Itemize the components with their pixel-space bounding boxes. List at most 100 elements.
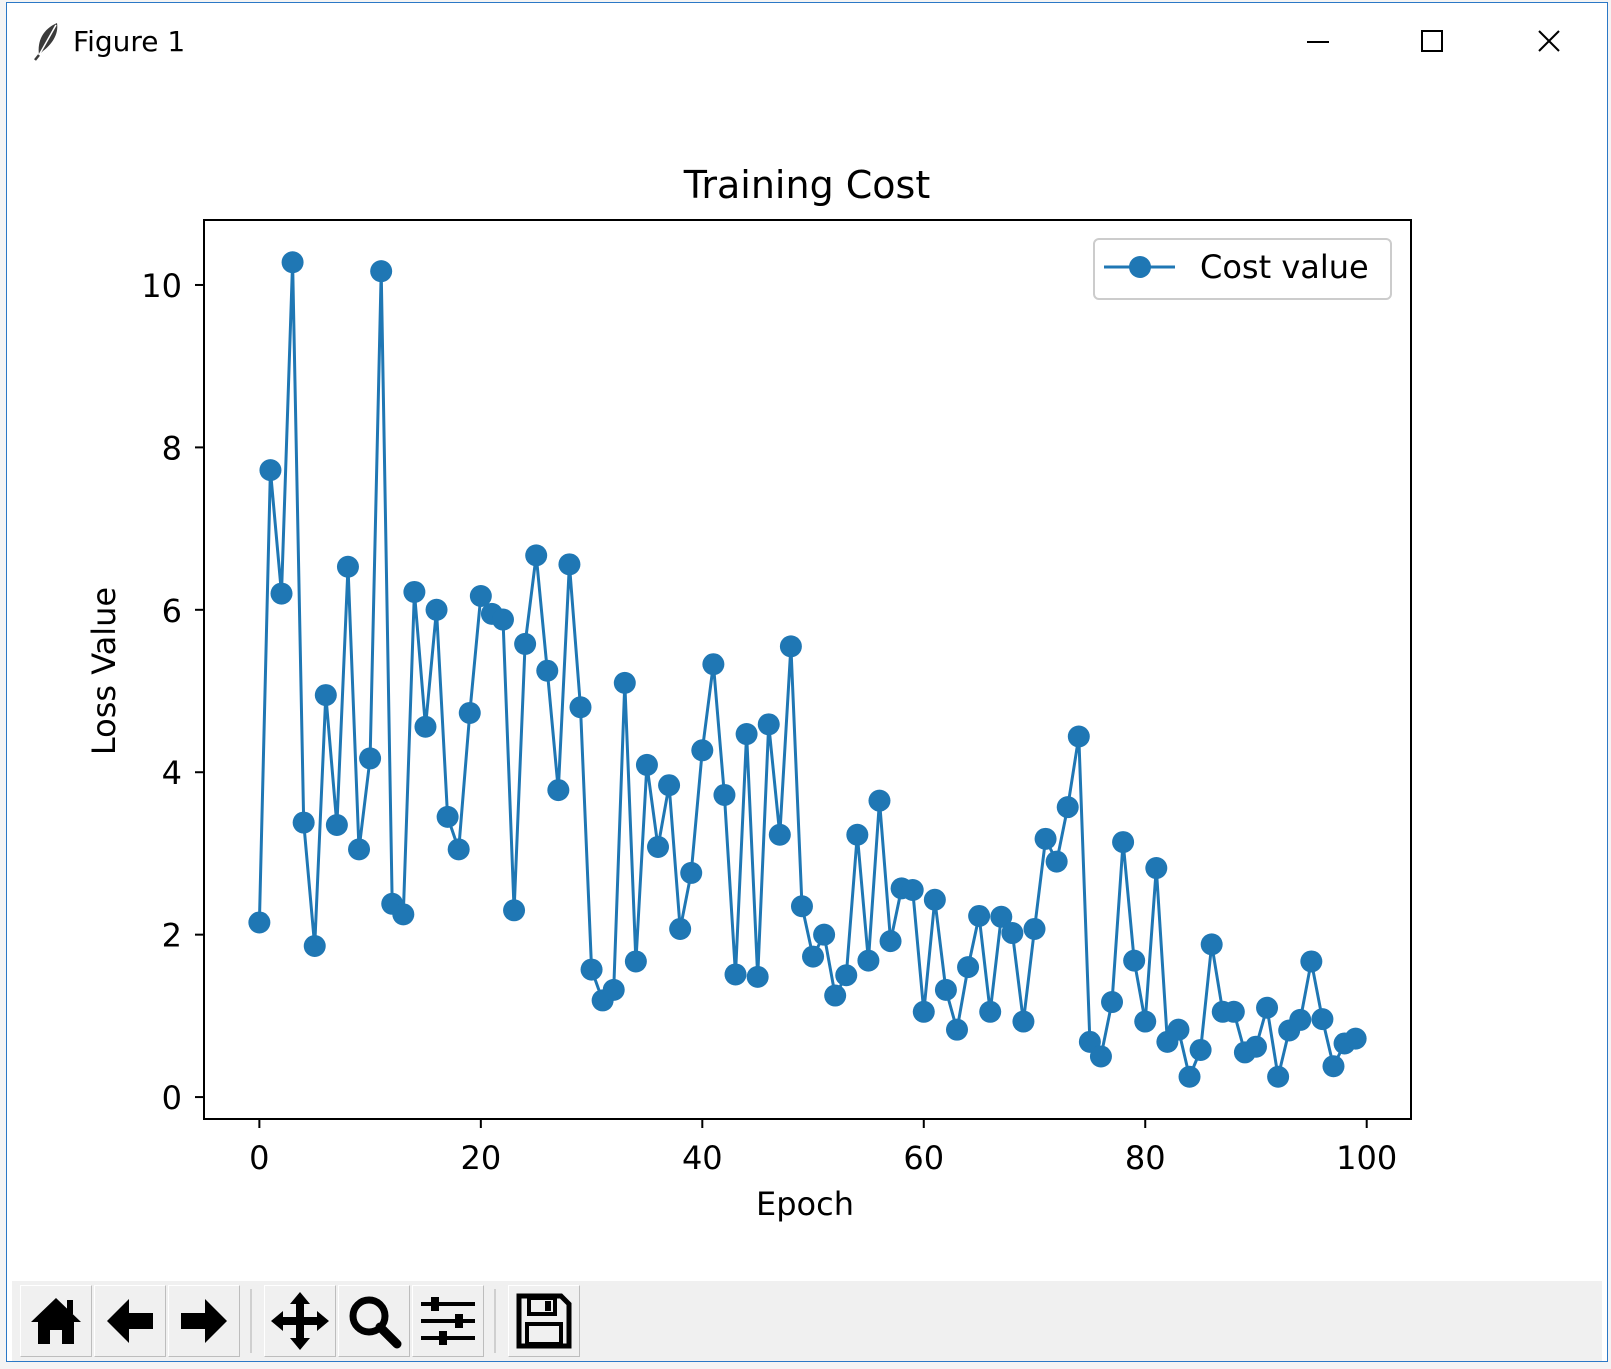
data-point [912, 1000, 935, 1023]
x-tick-label: 20 [460, 1139, 501, 1177]
y-tick-label: 4 [162, 754, 182, 792]
maximize-button[interactable] [1402, 17, 1462, 67]
data-point [414, 715, 437, 738]
data-point [757, 713, 780, 736]
data-point [901, 878, 924, 901]
configure-subplots-button[interactable] [412, 1285, 484, 1357]
zoom-button[interactable] [338, 1285, 410, 1357]
data-point [403, 580, 426, 603]
save-button[interactable] [508, 1285, 580, 1357]
data-point [702, 653, 725, 676]
save-icon [516, 1293, 572, 1349]
data-point [868, 789, 891, 812]
data-point [635, 753, 658, 776]
data-point [746, 965, 769, 988]
data-point [436, 805, 459, 828]
data-point [1322, 1055, 1345, 1078]
data-point [923, 888, 946, 911]
data-point [1300, 950, 1323, 973]
home-icon [31, 1298, 81, 1344]
data-point [957, 956, 980, 979]
data-point [447, 838, 470, 861]
y-tick-label: 2 [162, 917, 182, 955]
configure-subplots-icon [421, 1297, 475, 1345]
data-point [1034, 827, 1057, 850]
line-chart[interactable]: Training Cost Epoch Loss Value 0 20 40 60 80… [7, 83, 1607, 1283]
data-point [835, 964, 858, 987]
data-point [879, 930, 902, 953]
close-button[interactable] [1519, 17, 1579, 67]
data-point [934, 978, 957, 1001]
navigation-toolbar [12, 1281, 1602, 1361]
data-point [790, 895, 813, 918]
data-point [768, 823, 791, 846]
pan-icon [271, 1292, 329, 1350]
chart-title: Training Cost [683, 163, 931, 207]
data-point [536, 659, 559, 682]
data-point [691, 739, 714, 762]
data-point [602, 978, 625, 1001]
data-point [425, 598, 448, 621]
minimize-button[interactable] [1287, 17, 1347, 67]
data-point [1045, 850, 1068, 873]
data-point [348, 838, 371, 861]
data-point [336, 555, 359, 578]
data-point [1089, 1045, 1112, 1068]
data-point [248, 911, 271, 934]
data-point [1167, 1018, 1190, 1041]
data-point [713, 783, 736, 806]
data-point [1067, 725, 1090, 748]
toolbar-separator [494, 1289, 496, 1353]
data-point [458, 701, 481, 724]
plot-area-frame [203, 219, 1412, 1120]
home-button[interactable] [20, 1285, 92, 1357]
data-point [359, 747, 382, 770]
data-point [547, 779, 570, 802]
data-point [813, 923, 836, 946]
data-point [370, 260, 393, 283]
data-point [945, 1018, 968, 1041]
y-tick-label: 6 [162, 592, 182, 630]
data-point [647, 835, 670, 858]
data-point [1123, 949, 1146, 972]
data-point [259, 459, 282, 482]
data-point [569, 696, 592, 719]
data-point [1267, 1065, 1290, 1088]
x-axis-label: Epoch [756, 1185, 854, 1223]
data-point [303, 935, 326, 958]
figure-canvas[interactable]: Training Cost Epoch Loss Value 0 20 40 60 80… [7, 83, 1607, 1283]
data-point [1178, 1065, 1201, 1088]
data-point [968, 904, 991, 927]
data-point [846, 823, 869, 846]
data-point [669, 917, 692, 940]
window-title: Figure 1 [73, 25, 186, 58]
data-point [1134, 1010, 1157, 1033]
data-point [558, 553, 581, 576]
data-point [491, 608, 514, 631]
data-point [802, 945, 825, 968]
data-point [624, 950, 647, 973]
data-point [613, 671, 636, 694]
data-point [281, 251, 304, 274]
data-point [1112, 831, 1135, 854]
data-point [979, 1000, 1002, 1023]
data-point [469, 585, 492, 608]
title-bar[interactable]: Figure 1 [7, 3, 1607, 83]
feather-icon [29, 21, 65, 61]
data-point [990, 905, 1013, 928]
y-tick-label: 0 [162, 1079, 182, 1117]
forward-button[interactable] [168, 1285, 240, 1357]
back-arrow-icon [107, 1299, 153, 1343]
data-point [325, 814, 348, 837]
data-point [1023, 917, 1046, 940]
figure-window: Figure 1 Training Cost Epoch Loss Value … [6, 2, 1608, 1362]
data-point [1256, 996, 1279, 1019]
zoom-icon [349, 1296, 402, 1349]
data-point [1344, 1027, 1367, 1050]
back-button[interactable] [94, 1285, 166, 1357]
data-point [1200, 933, 1223, 956]
data-point [1056, 796, 1079, 819]
data-point [779, 635, 802, 658]
pan-button[interactable] [264, 1285, 336, 1357]
data-point [1189, 1038, 1212, 1061]
